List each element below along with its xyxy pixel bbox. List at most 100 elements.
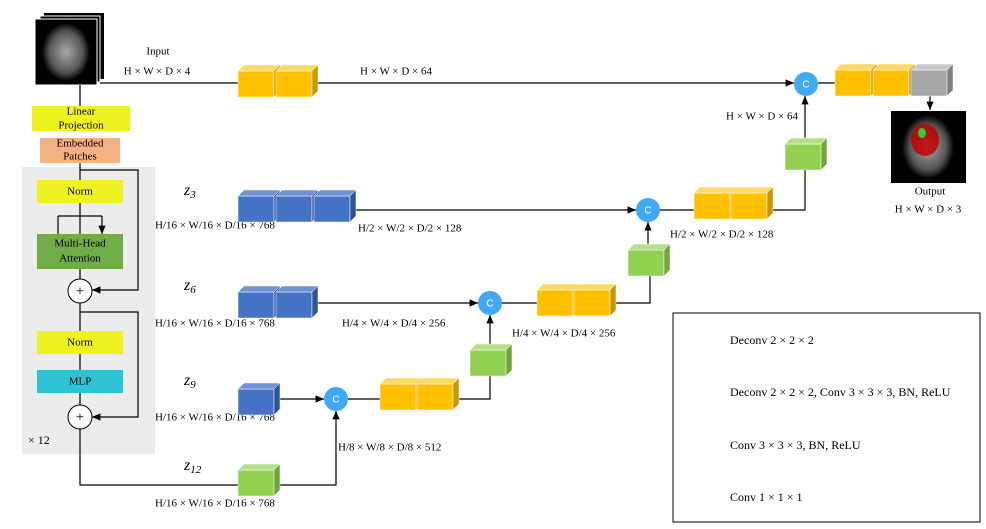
block bbox=[452, 377, 460, 411]
norm-text: Norm bbox=[67, 337, 93, 349]
output-label: Output bbox=[915, 186, 946, 198]
concat-text: C bbox=[644, 206, 651, 217]
block bbox=[275, 195, 313, 223]
block bbox=[416, 377, 460, 385]
shape-label: H/16 × W/16 × D/16 × 768 bbox=[155, 220, 275, 232]
input-shape: H × W × D × 4 bbox=[124, 66, 191, 78]
mlp-box bbox=[37, 370, 123, 393]
shape-label: H/4 × W/4 × D/4 × 256 bbox=[342, 318, 446, 330]
shape-label: H/4 × W/4 × D/4 × 256 bbox=[512, 328, 616, 340]
input-image bbox=[34, 13, 104, 86]
concat-nodes: C C C C bbox=[324, 72, 818, 411]
block bbox=[872, 63, 916, 71]
block bbox=[469, 343, 513, 351]
block bbox=[311, 64, 319, 98]
shape-label: H/16 × W/16 × D/16 × 768 bbox=[155, 318, 275, 330]
block bbox=[237, 382, 281, 390]
block bbox=[237, 195, 275, 223]
output-image bbox=[891, 111, 966, 183]
repeat-label: × 12 bbox=[28, 433, 50, 447]
embedded-patches-text: Patches bbox=[63, 151, 97, 163]
block bbox=[910, 63, 954, 71]
block bbox=[946, 63, 954, 97]
attention-text: Attention bbox=[59, 253, 101, 265]
block bbox=[237, 388, 275, 416]
block bbox=[834, 63, 878, 71]
block bbox=[693, 192, 731, 220]
z-label: z12 bbox=[183, 457, 202, 476]
shape-label: H × W × D × 64 bbox=[360, 66, 432, 78]
legend-text: Conv 3 × 3 × 3, BN, ReLU bbox=[730, 438, 861, 452]
add-text: + bbox=[76, 283, 84, 299]
add-text: + bbox=[76, 409, 84, 425]
legend bbox=[672, 312, 981, 523]
block bbox=[609, 283, 617, 317]
block bbox=[273, 463, 281, 497]
block bbox=[237, 189, 281, 197]
z-label: z9 bbox=[183, 372, 196, 391]
block bbox=[313, 195, 351, 223]
attention-text: Multi-Head bbox=[54, 238, 106, 250]
block bbox=[275, 291, 313, 319]
z-label: z6 bbox=[183, 277, 196, 296]
block bbox=[536, 289, 574, 317]
block bbox=[275, 70, 313, 98]
block bbox=[469, 349, 507, 377]
block bbox=[273, 382, 281, 416]
block bbox=[275, 189, 319, 197]
block bbox=[379, 383, 417, 411]
shape-label: H/8 × W/8 × D/8 × 512 bbox=[338, 442, 441, 454]
block bbox=[784, 137, 828, 145]
block bbox=[872, 69, 910, 97]
block bbox=[275, 285, 319, 293]
block bbox=[237, 64, 281, 72]
linear-projection-text: Projection bbox=[58, 120, 104, 132]
block bbox=[416, 383, 454, 411]
transformer-panel bbox=[22, 167, 155, 454]
legend-text: Conv 1 × 1 × 1 bbox=[730, 490, 803, 504]
block bbox=[237, 285, 281, 293]
block bbox=[730, 186, 774, 194]
encoder-lines bbox=[57, 82, 238, 486]
shape-label: H/2 × W/2 × D/2 × 128 bbox=[670, 229, 774, 241]
decoder-lines bbox=[275, 79, 934, 486]
shape-label: H/2 × W/2 × D/2 × 128 bbox=[358, 223, 462, 235]
block bbox=[766, 186, 774, 220]
block bbox=[237, 463, 281, 471]
z-label: z3 bbox=[183, 182, 196, 201]
block bbox=[573, 283, 617, 291]
block bbox=[834, 69, 872, 97]
concat-text: C bbox=[802, 80, 809, 91]
linear-projection bbox=[32, 106, 130, 131]
linear-projection-text: Linear bbox=[67, 106, 96, 118]
legend-text: Deconv 2 × 2 × 2, Conv 3 × 3 × 3, BN, Re… bbox=[730, 385, 951, 399]
block bbox=[313, 189, 357, 197]
block bbox=[536, 283, 580, 291]
block bbox=[311, 285, 319, 319]
legend-text: Deconv 2 × 2 × 2 bbox=[730, 333, 814, 347]
embedded-patches bbox=[40, 138, 120, 163]
block bbox=[784, 143, 822, 171]
norm-box bbox=[37, 331, 123, 354]
block bbox=[237, 70, 275, 98]
block bbox=[627, 249, 665, 277]
output-shape: H × W × D × 3 bbox=[895, 204, 962, 216]
block bbox=[820, 137, 828, 171]
concat-text: C bbox=[486, 299, 493, 310]
mlp-text: MLP bbox=[69, 376, 92, 388]
block bbox=[730, 192, 768, 220]
norm-box bbox=[37, 180, 123, 203]
skip-labels: z3 z6 z9 z12 H/16 × W/16 × D/16 × 768 H/… bbox=[155, 182, 275, 510]
concat-text: C bbox=[332, 395, 339, 406]
block bbox=[910, 69, 948, 97]
block bbox=[663, 243, 671, 277]
block bbox=[693, 186, 737, 194]
input-label: Input bbox=[146, 46, 169, 58]
block bbox=[627, 243, 671, 251]
block bbox=[573, 289, 611, 317]
shape-label: H/16 × W/16 × D/16 × 768 bbox=[155, 498, 275, 510]
block bbox=[379, 377, 423, 385]
block bbox=[237, 291, 275, 319]
block bbox=[349, 189, 357, 223]
